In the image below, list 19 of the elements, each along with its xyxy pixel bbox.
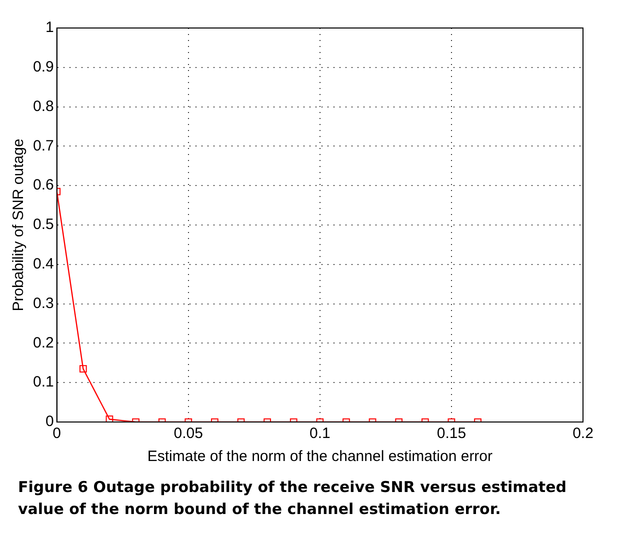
x-tick-label: 0.1 [309,425,330,442]
y-tick-label: 0.9 [32,58,54,76]
y-tick-label: 1 [46,19,54,36]
y-tick-label: 0.4 [32,256,54,273]
y-tick-label: 0.2 [32,334,54,352]
x-axis-title: Estimate of the norm of the channel estimation error [147,448,493,466]
y-tick-label: 0.6 [32,176,54,194]
y-tick-label: 0.5 [32,216,54,234]
x-tick-label: 0.2 [572,425,594,442]
x-tick-label: 0.05 [174,425,203,442]
y-tick-label: 0.3 [32,294,54,312]
y-tick-label: 0.8 [32,98,54,115]
caption: Figure 6 Outage probability of the receive SNR versus estimated value of the norm bound of the channel estimation error. [17,477,568,520]
x-tick-label: 0.15 [436,425,466,442]
point [79,365,87,372]
y-tick-label: 0.7 [32,137,54,154]
y-tick-label: 0 [46,413,54,430]
y-axis-title: Probability of SNR outage [10,138,28,312]
y-tick-label: 0.1 [32,374,54,391]
